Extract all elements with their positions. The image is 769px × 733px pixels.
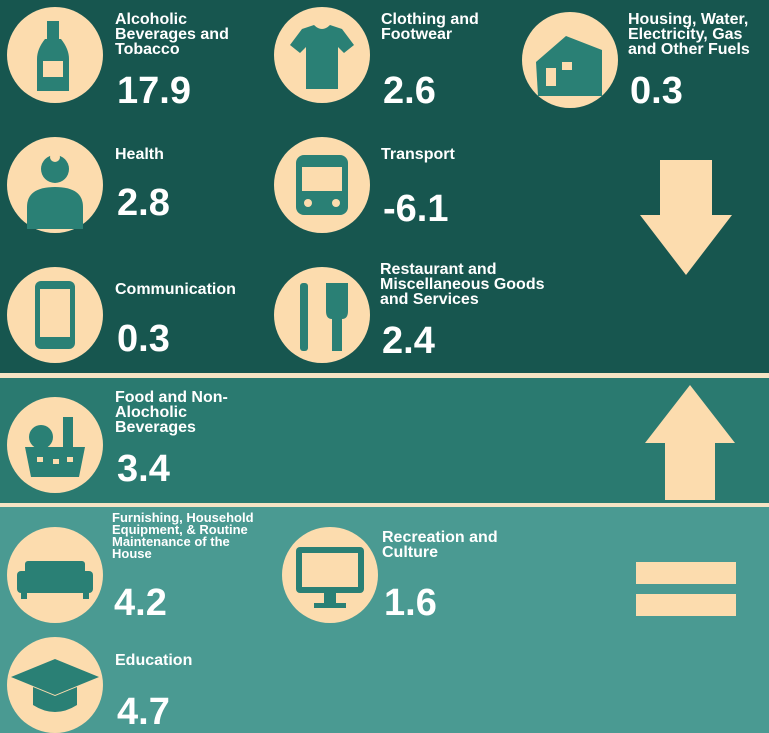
category-label: Clothing and Footwear — [381, 11, 479, 43]
label-line: Clothing and — [381, 11, 479, 28]
category-label: Transport — [381, 146, 455, 163]
label-line: and Services — [380, 291, 479, 308]
category-value: 0.3 — [117, 318, 170, 360]
category-value: 3.4 — [117, 448, 170, 490]
category-icon — [7, 397, 103, 493]
label-line: Food and Non- — [115, 389, 228, 406]
down-arrow — [640, 160, 732, 275]
label-line: Footwear — [381, 26, 453, 43]
category-icon — [7, 7, 103, 103]
category-icon — [7, 137, 103, 233]
category-label: Food and Non- Alocholic Beverages — [115, 389, 228, 436]
category-icon — [274, 137, 370, 233]
category-label: Communication — [115, 281, 236, 298]
label-line: and Other Fuels — [628, 41, 750, 58]
category-value: -6.1 — [383, 188, 449, 230]
increase-band — [0, 378, 769, 503]
category-label: Alcoholic Beverages and Tobacco — [115, 11, 229, 58]
category-label: Recreation and Culture — [382, 529, 498, 561]
category-value: 2.4 — [382, 320, 435, 362]
category-label: Health — [115, 146, 164, 163]
label-line: Beverages and — [115, 26, 229, 43]
label-line: Maintenance of the — [112, 534, 230, 549]
category-icon — [274, 267, 370, 363]
label-line: Transport — [381, 146, 455, 163]
label-line: Housing, Water, — [628, 11, 749, 28]
label-line: Equipment, & Routine — [112, 522, 248, 537]
category-value: 2.6 — [383, 70, 436, 112]
label-line: Beverages — [115, 419, 196, 436]
category-icon — [522, 12, 618, 108]
category-value: 17.9 — [117, 70, 191, 112]
category-label: Housing, Water, Electricity, Gas and Other… — [628, 11, 750, 58]
category-label: Restaurant and Miscellaneous Goods and Ser… — [380, 261, 545, 308]
category-icon — [282, 527, 378, 623]
label-line: Health — [115, 146, 164, 163]
divider — [0, 373, 769, 378]
category-value: 1.6 — [384, 582, 437, 624]
divider — [0, 503, 769, 507]
label-line: Tobacco — [115, 41, 180, 58]
label-line: Alcoholic — [115, 11, 188, 28]
category-icon — [274, 7, 370, 103]
equals-bar — [636, 562, 736, 584]
label-line: Communication — [115, 281, 236, 298]
equals-bar — [636, 594, 736, 616]
category-icon — [7, 637, 103, 733]
label-line: Miscellaneous Goods — [380, 276, 545, 293]
category-value: 4.2 — [114, 582, 167, 624]
decrease-band — [0, 0, 769, 373]
label-line: Restaurant and — [380, 261, 497, 278]
category-value: 4.7 — [117, 691, 170, 733]
label-line: Alocholic — [115, 404, 188, 421]
label-line: Culture — [382, 544, 438, 561]
category-label: Furnishing, Household Equipment, & Routin… — [112, 510, 254, 561]
label-line: Education — [115, 652, 193, 669]
label-line: Recreation and — [382, 529, 498, 546]
up-arrow — [645, 385, 735, 500]
label-line: Furnishing, Household — [112, 510, 254, 525]
category-label: Education — [115, 652, 193, 669]
category-icon — [7, 527, 103, 623]
category-value: 2.8 — [117, 182, 170, 224]
category-icon — [7, 267, 103, 363]
label-line: House — [112, 546, 152, 561]
category-value: 0.3 — [630, 70, 683, 112]
label-line: Electricity, Gas — [628, 26, 743, 43]
